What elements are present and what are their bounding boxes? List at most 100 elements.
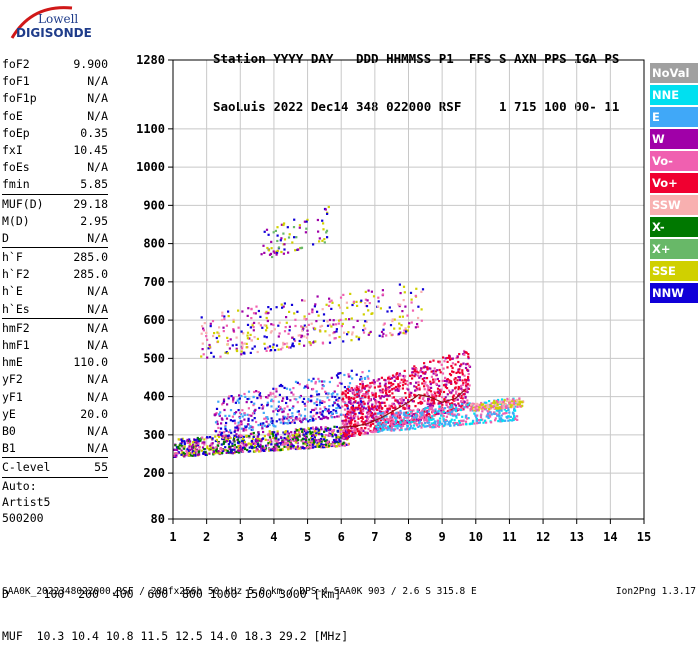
echo-point — [341, 422, 345, 425]
echo-point — [381, 427, 384, 430]
echo-point — [305, 418, 308, 421]
echo-point — [434, 425, 437, 429]
echo-point — [237, 427, 240, 430]
echo-point — [379, 414, 382, 417]
echo-point — [404, 332, 407, 335]
echo-point — [315, 320, 318, 323]
echo-point — [357, 423, 360, 426]
echo-point — [500, 401, 503, 404]
echo-point — [335, 436, 338, 439]
echo-point — [293, 397, 296, 401]
echo-point — [497, 398, 500, 402]
echo-point — [313, 439, 316, 442]
echo-point — [312, 446, 315, 449]
echo-point — [473, 412, 476, 415]
echo-point — [343, 386, 346, 389]
x-tick-label: 1 — [169, 530, 176, 544]
echo-point — [316, 310, 319, 313]
echo-point — [385, 398, 389, 401]
echo-point — [500, 402, 503, 406]
echo-point — [334, 410, 338, 413]
echo-point — [401, 387, 404, 390]
echo-point — [404, 375, 407, 378]
echo-point — [349, 417, 352, 420]
echo-point — [441, 425, 444, 428]
echo-point — [330, 376, 333, 379]
echo-point — [180, 453, 183, 456]
echo-point — [414, 373, 417, 376]
echo-point — [319, 437, 323, 441]
echo-point — [475, 419, 478, 422]
echo-point — [458, 353, 461, 356]
echo-point — [224, 434, 227, 437]
echo-point — [377, 305, 380, 308]
echo-point — [354, 432, 357, 435]
echo-point — [296, 401, 299, 404]
echo-point — [434, 411, 437, 414]
echo-point — [199, 439, 202, 442]
echo-point — [219, 447, 222, 450]
echo-point — [492, 405, 495, 408]
echo-point — [451, 414, 454, 417]
echo-point — [345, 422, 348, 425]
echo-point — [464, 378, 467, 381]
echo-point — [257, 424, 260, 427]
echo-point — [303, 417, 306, 420]
echo-point — [267, 306, 270, 309]
echo-point — [349, 399, 352, 402]
echo-point — [350, 422, 353, 425]
echo-point — [270, 330, 273, 333]
echo-point — [231, 344, 234, 347]
echo-point — [426, 425, 429, 428]
echo-point — [420, 413, 423, 416]
echo-point — [253, 417, 256, 420]
echo-point — [428, 403, 431, 406]
param-value: 285.0 — [73, 250, 108, 265]
echo-point — [368, 411, 371, 415]
echo-point — [287, 332, 290, 335]
echo-point — [357, 338, 360, 341]
echo-point — [289, 445, 293, 448]
echo-point — [421, 411, 424, 414]
echo-point — [221, 311, 224, 314]
echo-point — [362, 331, 366, 334]
echo-point — [225, 451, 228, 454]
echo-point — [288, 329, 291, 332]
echo-point — [352, 415, 355, 418]
echo-point — [206, 445, 209, 448]
echo-point — [255, 449, 258, 452]
echo-point — [283, 342, 286, 346]
param-value: N/A — [87, 372, 108, 387]
echo-point — [271, 419, 274, 422]
echo-point — [243, 412, 246, 415]
echo-point — [276, 413, 279, 416]
echo-point — [360, 432, 363, 435]
echo-point — [424, 371, 427, 374]
echo-point — [466, 399, 469, 402]
echo-point — [405, 411, 408, 414]
echo-point — [496, 403, 499, 406]
echo-point — [283, 243, 286, 246]
echo-point — [236, 425, 239, 428]
echo-point — [448, 422, 451, 425]
echo-point — [356, 392, 359, 395]
echo-point — [315, 403, 318, 407]
echo-point — [245, 443, 248, 446]
echo-point — [194, 448, 197, 451]
echo-point — [407, 407, 411, 410]
echo-point — [303, 317, 306, 320]
echo-point — [319, 325, 322, 328]
echo-point — [299, 414, 303, 417]
echo-point — [301, 430, 304, 433]
echo-point — [423, 365, 426, 368]
echo-point — [442, 414, 445, 418]
echo-point — [331, 431, 334, 434]
echo-point — [399, 416, 402, 419]
echo-point — [344, 318, 347, 321]
echo-point — [474, 406, 477, 409]
echo-point — [394, 385, 398, 389]
echo-point — [494, 403, 497, 407]
echo-point — [397, 384, 400, 388]
echo-point — [260, 440, 263, 443]
echo-point — [309, 342, 312, 345]
